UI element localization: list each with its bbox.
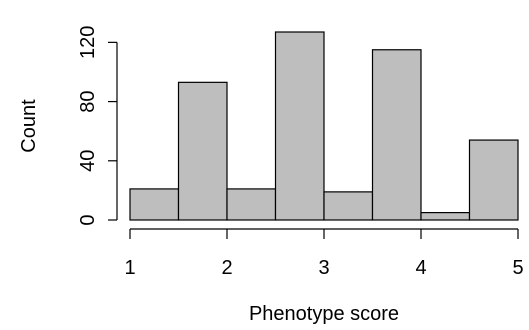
- x-axis-title: Phenotype score: [249, 303, 399, 325]
- y-tick-label-0: 0: [77, 214, 99, 225]
- histogram-bar-6: [371, 49, 422, 221]
- histogram-bar-2: [177, 81, 228, 221]
- x-tick-label-1: 1: [124, 257, 135, 279]
- y-tick-label-80: 80: [77, 90, 99, 112]
- y-axis-title: Count: [18, 99, 40, 153]
- y-tick-label-120: 120: [77, 26, 99, 59]
- histogram-bar-8: [468, 139, 519, 221]
- histogram-bar-3: [226, 188, 277, 221]
- y-tick-label-40: 40: [77, 150, 99, 172]
- histogram-bar-5: [323, 191, 374, 221]
- x-tick-label-2: 2: [221, 257, 232, 279]
- bars-layer: [129, 31, 519, 221]
- x-tick-label-4: 4: [415, 257, 426, 279]
- x-tick-label-5: 5: [512, 257, 523, 279]
- histogram-bar-1: [129, 188, 180, 221]
- y-axis: 0 40 80 120: [77, 26, 118, 226]
- x-axis: 1 2 3 4 5: [124, 228, 524, 279]
- histogram-bar-4: [274, 31, 325, 221]
- histogram-bar-7: [420, 211, 471, 221]
- x-tick-label-3: 3: [318, 257, 329, 279]
